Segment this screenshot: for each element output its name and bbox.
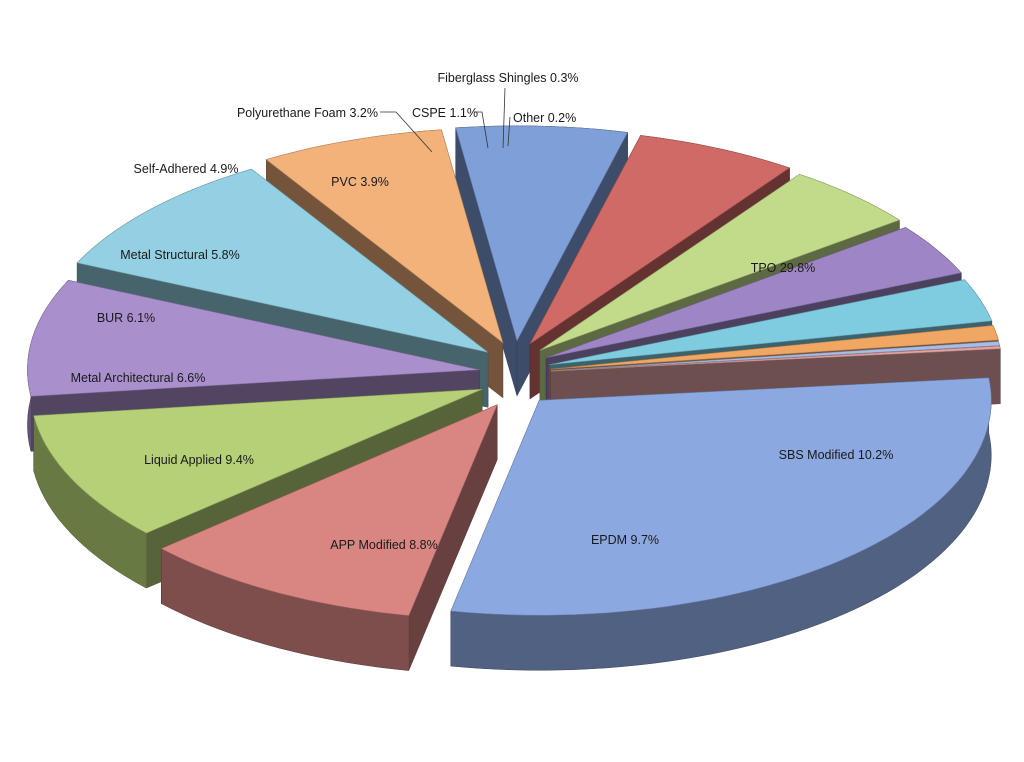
- slice-polyurethane-foam: [549, 279, 993, 366]
- slice-metal-structural: [529, 135, 791, 345]
- data-label-cspe: CSPE 1.1%: [412, 106, 478, 120]
- data-label-metal-structural: Metal Structural 5.8%: [120, 248, 240, 262]
- data-label-epdm: EPDM 9.7%: [591, 533, 659, 547]
- leader-line-cspe: [474, 111, 489, 149]
- slice-pvc: [545, 227, 962, 359]
- slice-bur: [455, 125, 629, 342]
- data-label-bur: BUR 6.1%: [97, 311, 155, 325]
- leader-line-polyurethane-foam: [380, 111, 433, 153]
- leader-lines: [380, 87, 511, 153]
- data-label-self-adhered: Self-Adhered 4.9%: [134, 162, 239, 176]
- data-label-fiberglass-shingles: Fiberglass Shingles 0.3%: [437, 71, 578, 85]
- data-label-metal-architectural: Metal Architectural 6.6%: [71, 371, 206, 385]
- data-label-other: Other 0.2%: [513, 111, 576, 125]
- slice-labels: TPO 29.8% SBS Modified 10.2% EPDM 9.7% APP …: [71, 71, 894, 552]
- data-label-tpo: TPO 29.8%: [751, 261, 816, 275]
- slice-cspe: [550, 325, 999, 370]
- leader-line-fiberglass-shingles: [502, 87, 506, 149]
- data-label-app-modified: APP Modified 8.8%: [330, 538, 437, 552]
- data-label-pvc: PVC 3.9%: [331, 175, 389, 189]
- slice-sbs-modified: [160, 404, 498, 616]
- slice-other: [550, 345, 1001, 372]
- slice-self-adhered: [539, 173, 901, 351]
- pie-top-layer: [27, 125, 1001, 616]
- slice-fiberglass-shingles: [550, 341, 1000, 371]
- data-label-sbs-modified: SBS Modified 10.2%: [779, 448, 894, 462]
- slice-liquid-applied: [76, 168, 489, 353]
- slice-epdm: [33, 388, 483, 534]
- data-label-polyurethane-foam: Polyurethane Foam 3.2%: [237, 106, 378, 120]
- leader-line-other: [507, 116, 511, 147]
- data-label-liquid-applied: Liquid Applied 9.4%: [144, 453, 254, 467]
- slice-tpo: [450, 377, 992, 616]
- slice-metal-architectural: [265, 129, 504, 344]
- slice-app-modified: [27, 279, 480, 397]
